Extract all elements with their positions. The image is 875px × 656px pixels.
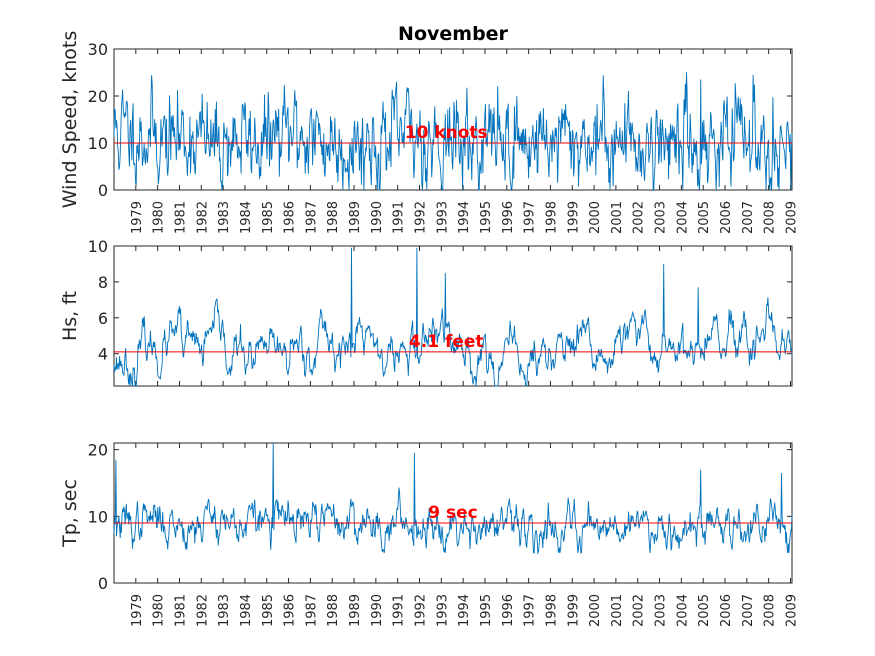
x-tick-label: 2006 [719,594,734,627]
x-tick-label: 2009 [784,594,799,627]
x-tick-label: 1985 [261,594,276,627]
y-axis-label: Hs, ft [59,291,81,341]
x-tick-label: 1991 [392,594,407,627]
x-tick-label: 2006 [719,201,734,234]
x-tick-label: 2007 [741,594,756,627]
x-tick-label: 1980 [152,201,167,234]
y-tick-label: 4 [98,345,108,364]
data-series-line [113,72,793,192]
y-tick-label: 20 [88,87,108,106]
peak-period-panel: 0 10 20 1979 1980 1981 1982 1983 1984 1985 1986 198… [59,441,799,627]
y-tick-label: 30 [88,40,108,59]
x-tick-label: 1994 [457,594,472,627]
x-tick-label: 1993 [435,201,450,234]
x-tick-label: 1985 [261,201,276,234]
y-tick-label: 6 [98,309,108,328]
x-tick-label: 2004 [675,201,690,234]
y-axis-label: Tp, sec [59,479,81,548]
x-tick-label: 1997 [523,201,538,234]
x-tick-label: 2003 [654,201,669,234]
y-axis-label: Wind Speed, knots [59,31,81,208]
x-tick-label: 1990 [370,201,385,234]
x-tick-label: 1998 [544,201,559,234]
x-tick-label: 1983 [217,201,232,234]
chart-title: November [398,23,509,45]
x-tick-label: 2001 [610,201,625,234]
x-tick-label: 1989 [348,201,363,234]
x-tick-label: 1982 [195,594,210,627]
x-tick-label: 1992 [414,201,429,234]
x-tick-label: 1997 [523,594,538,627]
x-tick-label: 1984 [239,594,254,627]
x-tick-label: 1990 [370,594,385,627]
x-tick-label: 2007 [741,201,756,234]
x-tick-label: 2001 [610,594,625,627]
x-tick-label: 2002 [632,201,647,234]
x-tick-label: 2004 [675,594,690,627]
x-tick-label: 1999 [566,201,581,234]
x-tick-label: 2005 [697,201,712,234]
x-tick-label: 1987 [304,201,319,234]
x-tick-label: 2008 [763,594,778,627]
x-tick-label: 1995 [479,594,494,627]
x-tick-label: 1986 [283,201,298,234]
y-tick-label: 10 [88,237,108,256]
x-tick-label: 1986 [283,594,298,627]
x-tick-label: 1981 [173,594,188,627]
x-tick-label: 1979 [130,201,145,234]
y-tick-label: 10 [88,134,108,153]
x-tick-label: 1979 [130,594,145,627]
x-tick-label: 1993 [435,594,450,627]
x-tick-label: 1984 [239,201,254,234]
axes-box [113,245,793,387]
x-tick-label: 1983 [217,594,232,627]
x-tick-label: 2008 [763,201,778,234]
x-tick-label: 2005 [697,594,712,627]
x-tick-label: 2003 [654,594,669,627]
y-tick-label: 20 [88,441,108,460]
axes-box [113,442,793,584]
y-tick-label: 0 [98,574,108,593]
x-tick-label: 2000 [588,594,603,627]
reference-label: 10 knots [405,123,488,143]
x-tick-label: 2009 [784,201,799,234]
data-series-line [113,442,793,555]
x-tick-label: 1992 [414,594,429,627]
x-tick-label: 1981 [173,201,188,234]
x-tick-label: 1988 [326,201,341,234]
x-tick-label: 1995 [479,201,494,234]
x-tick-label: 2002 [632,594,647,627]
y-tick-label: 0 [98,181,108,200]
x-tick-label: 1988 [326,594,341,627]
x-tick-label: 1982 [195,201,210,234]
x-tick-label: 1996 [501,201,516,234]
wind-speed-panel: 0 10 20 30 1979 1980 1981 1982 1983 1984 1985 1986 1… [59,31,799,234]
y-tick-label: 10 [88,507,108,526]
x-tick-label: 1989 [348,594,363,627]
wave-height-panel: 4 6 8 10 Hs, ft 4.1 feet [59,237,793,387]
reference-label: 9 sec [428,503,477,523]
x-tick-label: 1996 [501,594,516,627]
y-tick-label: 8 [98,273,108,292]
x-tick-label: 1991 [392,201,407,234]
x-tick-label: 1998 [544,594,559,627]
x-tick-label: 1994 [457,201,472,234]
reference-label: 4.1 feet [409,332,484,352]
x-tick-label: 2000 [588,201,603,234]
x-tick-label: 1999 [566,594,581,627]
data-series-line [113,247,793,387]
x-tick-label: 1987 [304,594,319,627]
x-tick-label: 1980 [152,594,167,627]
